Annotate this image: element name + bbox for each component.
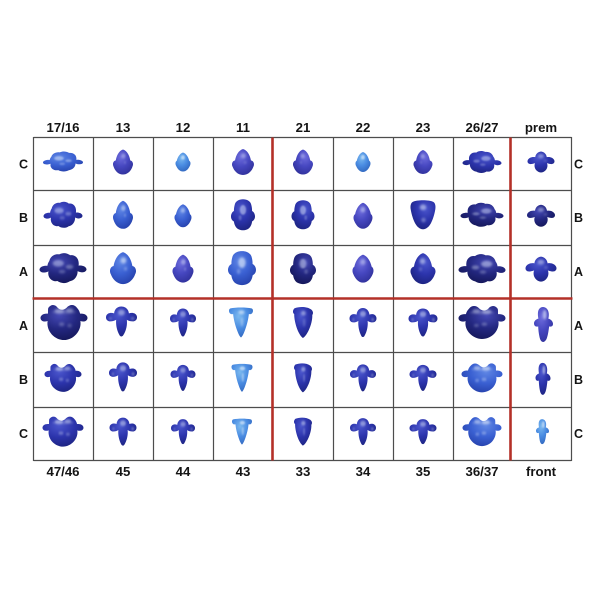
svg-text:prem: prem [525, 120, 557, 135]
svg-text:12: 12 [176, 120, 191, 135]
svg-text:B: B [574, 373, 583, 387]
svg-text:17/16: 17/16 [46, 120, 79, 135]
svg-text:13: 13 [116, 120, 131, 135]
svg-text:34: 34 [356, 464, 371, 479]
svg-text:C: C [19, 427, 28, 441]
svg-text:front: front [526, 464, 557, 479]
svg-text:A: A [19, 265, 28, 279]
svg-text:47/46: 47/46 [46, 464, 79, 479]
svg-text:A: A [19, 319, 28, 333]
svg-text:44: 44 [176, 464, 191, 479]
svg-text:43: 43 [236, 464, 251, 479]
svg-text:B: B [574, 211, 583, 225]
svg-text:A: A [574, 319, 583, 333]
svg-text:26/27: 26/27 [465, 120, 498, 135]
svg-text:11: 11 [236, 120, 250, 135]
svg-text:A: A [574, 265, 583, 279]
svg-text:33: 33 [296, 464, 311, 479]
svg-text:C: C [19, 157, 28, 171]
svg-text:B: B [19, 211, 28, 225]
svg-text:36/37: 36/37 [465, 464, 498, 479]
svg-text:45: 45 [116, 464, 131, 479]
svg-text:21: 21 [296, 120, 311, 135]
svg-text:22: 22 [356, 120, 371, 135]
svg-text:35: 35 [416, 464, 431, 479]
svg-text:23: 23 [416, 120, 431, 135]
svg-text:B: B [19, 373, 28, 387]
svg-text:C: C [574, 427, 583, 441]
svg-text:C: C [574, 157, 583, 171]
